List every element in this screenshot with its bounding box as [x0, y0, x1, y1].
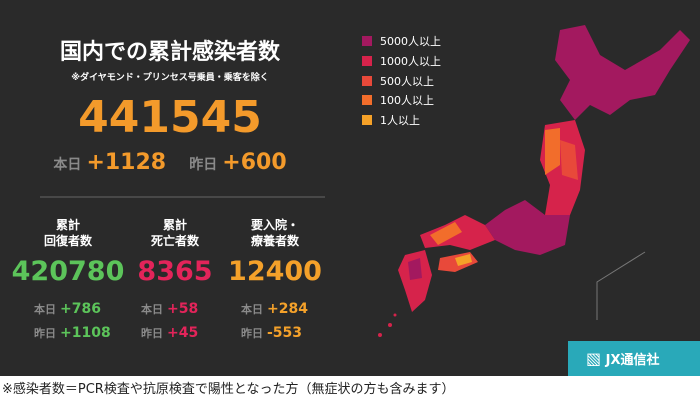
stat-value: 8365 [137, 256, 213, 287]
stat-value: 12400 [228, 256, 322, 287]
legend-swatch [362, 115, 372, 126]
legend-swatch [362, 75, 372, 86]
map-region [545, 128, 560, 175]
legend-label: 1000人以上 [380, 54, 441, 68]
value: +45 [167, 325, 199, 341]
map-region [378, 333, 382, 337]
legend-item: 500人以上 [362, 73, 434, 89]
map-region [560, 140, 578, 180]
legend-item: 5000人以上 [362, 33, 441, 49]
value: -553 [267, 325, 303, 341]
value: +786 [60, 301, 101, 317]
legend-item: 100人以上 [362, 92, 434, 108]
legend-swatch [362, 36, 372, 46]
legend-item: 1人以上 [362, 112, 420, 128]
stat-label: 療養者数 [250, 234, 300, 248]
logo-text: JX通信社 [605, 353, 660, 368]
legend-swatch [362, 55, 372, 66]
label: 本日 [141, 303, 163, 316]
label: 昨日 [189, 157, 218, 173]
value: +58 [167, 301, 199, 317]
stat-change: 本日 +786 [34, 298, 101, 317]
value: +1128 [86, 150, 167, 175]
legend-item: 1000人以上 [362, 53, 441, 69]
stat-label: 死亡者数 [150, 234, 200, 248]
footnote: ※感染者数＝PCR検査や抗原検査で陽性となった方（無症状の方も含みます） [2, 382, 455, 397]
label: 本日 [241, 303, 263, 316]
stat-change: 昨日 -553 [241, 322, 302, 341]
stat-change: 本日 +58 [141, 298, 198, 317]
stat-change: 本日 +284 [241, 298, 308, 317]
value: +600 [222, 150, 287, 175]
stat-label: 累計 [55, 218, 81, 232]
value: +284 [267, 301, 308, 317]
panel: 国内での累計感染者数 ※ダイヤモンド・プリンセス号乗員・乗客を除く 441545… [0, 0, 700, 376]
logo: ▧ JX通信社 [568, 341, 700, 376]
map-region [388, 323, 392, 327]
map-region [430, 222, 462, 245]
legend-label: 500人以上 [380, 74, 434, 88]
label: 本日 [34, 303, 56, 316]
legend-swatch [362, 95, 372, 106]
logo-icon: ▧ [586, 349, 602, 368]
map-region [398, 250, 432, 312]
label: 昨日 [34, 327, 56, 340]
label: 昨日 [241, 327, 263, 340]
map-region [555, 25, 690, 120]
stat-label: 累計 [162, 218, 188, 232]
label: 本日 [53, 157, 82, 173]
legend-label: 5000人以上 [380, 35, 441, 48]
total: 441545 [78, 92, 262, 143]
stat-label: 要入院・ [250, 218, 300, 232]
stat-value: 420780 [11, 256, 125, 287]
title: 国内での累計感染者数 [59, 40, 281, 65]
label: 昨日 [141, 327, 163, 340]
note: ※ダイヤモンド・プリンセス号乗員・乗客を除く [71, 73, 269, 83]
legend-label: 1人以上 [380, 114, 420, 128]
legend-label: 100人以上 [380, 94, 434, 108]
value: +1108 [60, 325, 111, 341]
stat-change: 昨日 +1108 [34, 322, 111, 341]
total-changes: 本日 +1128 昨日 +600 [53, 150, 286, 175]
stat-change: 昨日 +45 [141, 322, 198, 341]
stat-label: 回復者数 [43, 234, 93, 248]
map-region [408, 258, 422, 280]
japan-map [40, 25, 690, 337]
inset-border [596, 251, 646, 320]
map-region [455, 254, 472, 266]
map-region [485, 200, 570, 255]
map-region [393, 313, 397, 317]
